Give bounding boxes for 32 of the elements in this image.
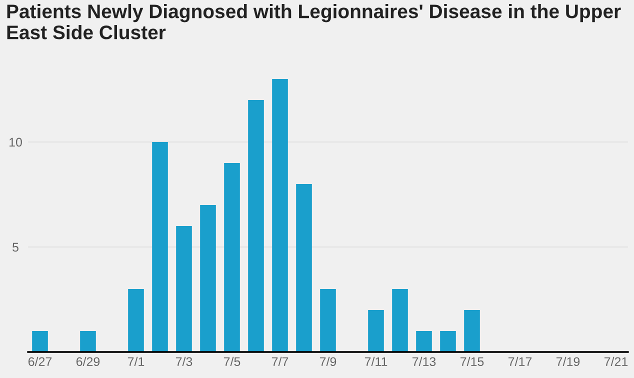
bar (392, 289, 408, 352)
x-tick-label: 7/9 (320, 356, 336, 366)
x-tick-label: 7/15 (460, 356, 484, 366)
bar (272, 79, 288, 352)
bar (152, 142, 168, 352)
bar (416, 331, 432, 352)
x-tick-label: 6/29 (76, 356, 100, 366)
bar (320, 289, 336, 352)
x-tick-label: 7/5 (224, 356, 240, 366)
bar (224, 163, 240, 352)
bar (80, 331, 96, 352)
y-tick-label: 5 (12, 242, 18, 252)
x-tick-label: 7/13 (412, 356, 436, 366)
bar (128, 289, 144, 352)
x-tick-label: 7/3 (176, 356, 192, 366)
x-tick-label: 6/27 (28, 356, 52, 366)
x-tick-label: 7/11 (364, 356, 388, 366)
bar (464, 310, 480, 352)
bar (32, 331, 48, 352)
bar (440, 331, 456, 352)
bar (296, 184, 312, 352)
x-tick-label: 7/21 (604, 356, 628, 366)
bar (368, 310, 384, 352)
bar (200, 205, 216, 352)
x-tick-label: 7/7 (272, 356, 288, 366)
chart-title: Patients Newly Diagnosed with Legionnaires' Disease in the Upper East Side Cluster (7, 4, 621, 40)
bar (176, 226, 192, 352)
y-tick-label: 10 (10, 138, 22, 147)
bar (248, 100, 264, 352)
x-tick-label: 7/19 (556, 356, 580, 366)
x-tick-label: 7/1 (128, 356, 144, 366)
x-tick-label: 7/17 (508, 356, 532, 366)
